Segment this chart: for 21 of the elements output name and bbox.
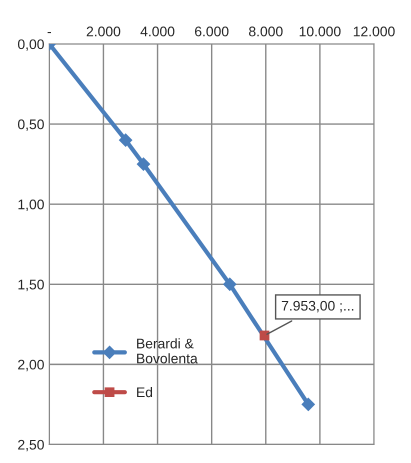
point [119, 134, 132, 147]
point [302, 398, 315, 412]
x-tick-label: 6.000 [194, 26, 228, 36]
y-tick-label: 2,00 [18, 360, 44, 372]
y-tick-label: 0,00 [18, 39, 44, 51]
x-tick-label: 4.000 [140, 26, 174, 36]
point [260, 330, 270, 340]
x-tick-label: 10.000 [300, 26, 341, 36]
y-tick-label: 1,00 [18, 200, 44, 211]
x-tick-label: 2.000 [86, 26, 120, 36]
legend-label: Berardi & Bovolenta [137, 338, 198, 364]
annotation: 7.953,00 ;... [282, 300, 354, 312]
y-tick-label: 0,50 [18, 119, 44, 131]
x-tick-label: 8.000 [249, 26, 283, 36]
x-tick-label: 12.000 [354, 26, 395, 36]
point [223, 278, 236, 291]
y-tick-label: 1,50 [18, 280, 44, 292]
point [136, 158, 150, 171]
legend-label: Ed [137, 386, 152, 398]
y-tick-label: 2,50 [18, 440, 44, 452]
x-tick-label: - [48, 32, 52, 34]
